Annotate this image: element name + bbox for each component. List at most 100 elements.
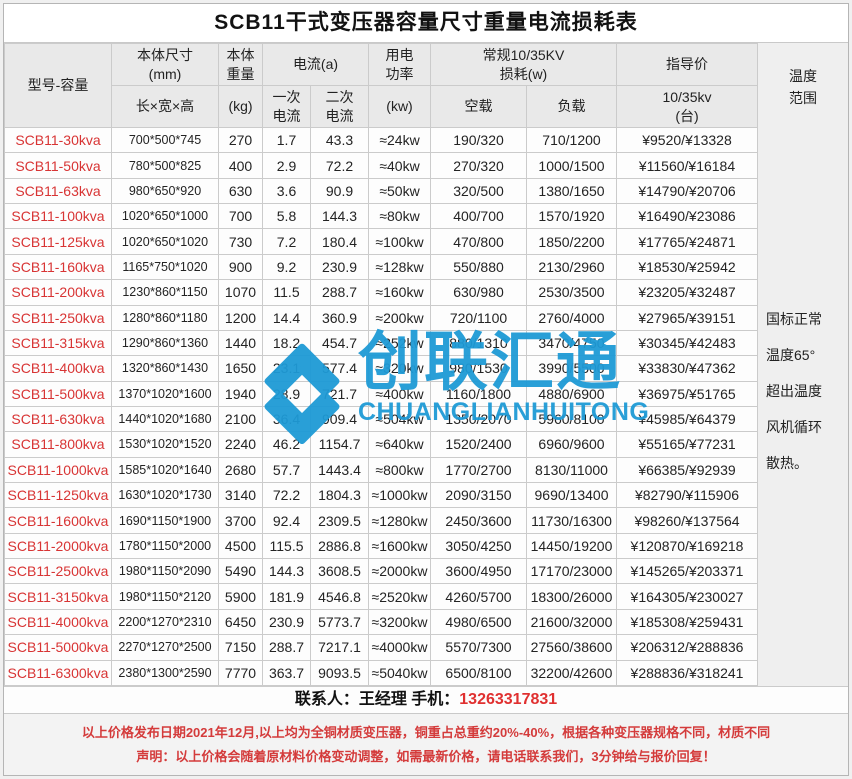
secondary-current-cell: 7217.1 [310, 634, 369, 661]
model-cell: SCB11-100kva [4, 203, 112, 230]
size-cell: 1020*650*1020 [111, 228, 219, 255]
model-cell: SCB11-200kva [4, 279, 112, 306]
load-loss-cell: 17170/23000 [526, 558, 617, 585]
model-cell: SCB11-630kva [4, 405, 112, 433]
secondary-current-cell: 288.7 [310, 279, 369, 306]
size-cell: 2200*1270*2310 [111, 608, 219, 636]
weight-cell: 1200 [218, 304, 263, 331]
model-cell: SCB11-1000kva [4, 456, 112, 484]
primary-current-cell: 46.2 [262, 431, 311, 458]
price-cell: ¥17765/¥24871 [616, 228, 758, 255]
power-cell: ≈1000kw [368, 482, 431, 509]
price-cell: ¥18530/¥25942 [616, 253, 758, 281]
secondary-current-cell: 180.4 [310, 228, 369, 255]
table-row: SCB11-30kva 700*500*745 270 1.7 43.3 ≈24kw 190… [4, 126, 758, 154]
header-size-group: 本体尺寸 (mm) [111, 43, 219, 86]
model-cell: SCB11-30kva [4, 126, 112, 154]
primary-current-cell: 144.3 [262, 558, 311, 585]
model-cell: SCB11-63kva [4, 177, 112, 205]
table-area: 型号-容量 本体尺寸 (mm) 本体 重量 电流(a) 用电 功率 常规10/3… [4, 43, 848, 687]
primary-current-cell: 57.7 [262, 456, 311, 484]
table-row: SCB11-2500kva 1980*1150*2090 5490 144.3 3608… [4, 558, 758, 585]
disclaimer-box: 以上价格发布日期2021年12月,以上均为全铜材质变压器，铜重占总重约20%-4… [4, 713, 848, 775]
price-cell: ¥30345/¥42483 [616, 329, 758, 357]
primary-current-cell: 181.9 [262, 583, 311, 610]
header-price-sub: 10/35kv (台) [616, 85, 758, 128]
model-cell: SCB11-2000kva [4, 532, 112, 560]
header-weight-group: 本体 重量 [218, 43, 263, 86]
size-cell: 1585*1020*1640 [111, 456, 219, 484]
contact-row: 联系人：王经理 手机：13263317831 [4, 686, 848, 713]
size-cell: 1165*750*1020 [111, 253, 219, 281]
table-row: SCB11-800kva 1530*1020*1520 2240 46.2 1154.7… [4, 431, 758, 458]
noload-loss-cell: 4260/5700 [430, 583, 527, 610]
size-cell: 1280*860*1180 [111, 304, 219, 331]
sheet-frame: SCB11干式变压器容量尺寸重量电流损耗表 型号-容量 本体尺寸 (mm) 本体… [3, 3, 849, 776]
secondary-current-cell: 43.3 [310, 126, 369, 154]
price-cell: ¥11560/¥16184 [616, 152, 758, 179]
size-cell: 1320*860*1430 [111, 355, 219, 382]
price-cell: ¥145265/¥203371 [616, 558, 758, 585]
price-cell: ¥23205/¥32487 [616, 279, 758, 306]
price-cell: ¥27965/¥39151 [616, 304, 758, 331]
table-row: SCB11-160kva 1165*750*1020 900 9.2 230.9 ≈128… [4, 253, 758, 281]
noload-loss-cell: 2450/3600 [430, 507, 527, 534]
load-loss-cell: 9690/13400 [526, 482, 617, 509]
size-cell: 780*500*825 [111, 152, 219, 179]
power-cell: ≈50kw [368, 177, 431, 205]
power-cell: ≈200kw [368, 304, 431, 331]
load-loss-cell: 3470/4750 [526, 329, 617, 357]
header-current-group: 电流(a) [262, 43, 369, 86]
model-cell: SCB11-160kva [4, 253, 112, 281]
header-loss-load: 负载 [526, 85, 617, 128]
price-cell: ¥66385/¥92939 [616, 456, 758, 484]
power-cell: ≈80kw [368, 203, 431, 230]
weight-cell: 400 [218, 152, 263, 179]
weight-cell: 3140 [218, 482, 263, 509]
power-cell: ≈40kw [368, 152, 431, 179]
load-loss-cell: 710/1200 [526, 126, 617, 154]
price-cell: ¥9520/¥13328 [616, 126, 758, 154]
noload-loss-cell: 3050/4250 [430, 532, 527, 560]
secondary-current-cell: 4546.8 [310, 583, 369, 610]
noload-loss-cell: 2090/3150 [430, 482, 527, 509]
price-cell: ¥14790/¥20706 [616, 177, 758, 205]
page-title: SCB11干式变压器容量尺寸重量电流损耗表 [4, 4, 848, 43]
secondary-current-cell: 454.7 [310, 329, 369, 357]
power-cell: ≈100kw [368, 228, 431, 255]
price-cell: ¥16490/¥23086 [616, 203, 758, 230]
primary-current-cell: 2.9 [262, 152, 311, 179]
header-row-2: 长×宽×高 (kg) 一次 电流 二次 电流 (kw) 空载 负载 10/35k… [5, 85, 758, 128]
price-cell: ¥36975/¥51765 [616, 380, 758, 407]
model-cell: SCB11-800kva [4, 431, 112, 458]
power-cell: ≈1280kw [368, 507, 431, 534]
spec-table-body: SCB11-30kva 700*500*745 270 1.7 43.3 ≈24kw 190… [4, 126, 758, 687]
primary-current-cell: 115.5 [262, 532, 311, 560]
table-row: SCB11-400kva 1320*860*1430 1650 23.1 577.4 ≈3… [4, 355, 758, 382]
price-cell: ¥33830/¥47362 [616, 355, 758, 382]
header-model: 型号-容量 [4, 43, 112, 128]
power-cell: ≈160kw [368, 279, 431, 306]
primary-current-cell: 363.7 [262, 659, 311, 687]
model-cell: SCB11-4000kva [4, 608, 112, 636]
model-cell: SCB11-400kva [4, 355, 112, 382]
load-loss-cell: 6960/9600 [526, 431, 617, 458]
price-cell: ¥55165/¥77231 [616, 431, 758, 458]
contact-label: 联系人：王经理 手机： [294, 691, 460, 708]
size-cell: 1980*1150*2090 [111, 558, 219, 585]
size-cell: 1630*1020*1730 [111, 482, 219, 509]
weight-cell: 6450 [218, 608, 263, 636]
load-loss-cell: 21600/32000 [526, 608, 617, 636]
noload-loss-cell: 4980/6500 [430, 608, 527, 636]
load-loss-cell: 2760/4000 [526, 304, 617, 331]
price-cell: ¥45985/¥64379 [616, 405, 758, 433]
primary-current-cell: 28.9 [262, 380, 311, 407]
model-cell: SCB11-125kva [4, 228, 112, 255]
spec-table: 型号-容量 本体尺寸 (mm) 本体 重量 电流(a) 用电 功率 常规10/3… [4, 43, 758, 687]
secondary-current-cell: 1443.4 [310, 456, 369, 484]
primary-current-cell: 18.2 [262, 329, 311, 357]
table-row: SCB11-125kva 1020*650*1020 730 7.2 180.4 ≈100… [4, 228, 758, 255]
load-loss-cell: 1570/1920 [526, 203, 617, 230]
secondary-current-cell: 90.9 [310, 177, 369, 205]
